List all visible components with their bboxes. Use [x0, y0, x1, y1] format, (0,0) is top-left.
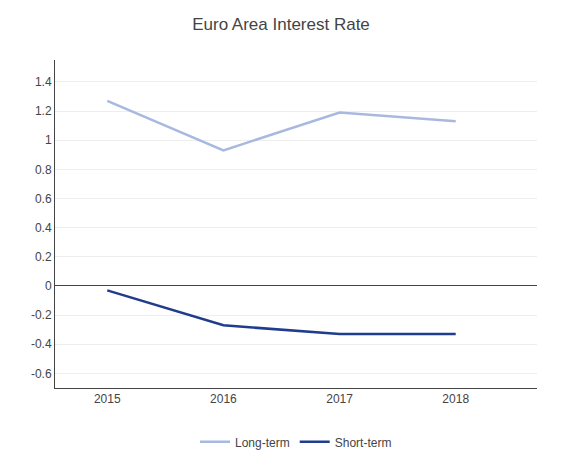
svg-text:0.4: 0.4: [35, 221, 52, 235]
svg-text:-0.2: -0.2: [31, 308, 52, 322]
svg-text:2018: 2018: [442, 392, 469, 406]
svg-text:-0.4: -0.4: [31, 337, 52, 351]
svg-text:0.2: 0.2: [35, 250, 52, 264]
svg-text:0.8: 0.8: [35, 163, 52, 177]
svg-text:2017: 2017: [326, 392, 353, 406]
svg-text:2016: 2016: [210, 392, 237, 406]
svg-text:0: 0: [45, 279, 52, 293]
svg-text:Long-term: Long-term: [235, 436, 290, 450]
svg-text:-0.6: -0.6: [31, 367, 52, 381]
svg-text:0.6: 0.6: [35, 192, 52, 206]
svg-text:Short-term: Short-term: [335, 436, 392, 450]
svg-text:2015: 2015: [94, 392, 121, 406]
svg-text:1: 1: [45, 133, 52, 147]
svg-text:1.2: 1.2: [35, 104, 52, 118]
svg-text:Euro Area Interest Rate: Euro Area Interest Rate: [192, 15, 370, 34]
svg-text:1.4: 1.4: [35, 75, 52, 89]
